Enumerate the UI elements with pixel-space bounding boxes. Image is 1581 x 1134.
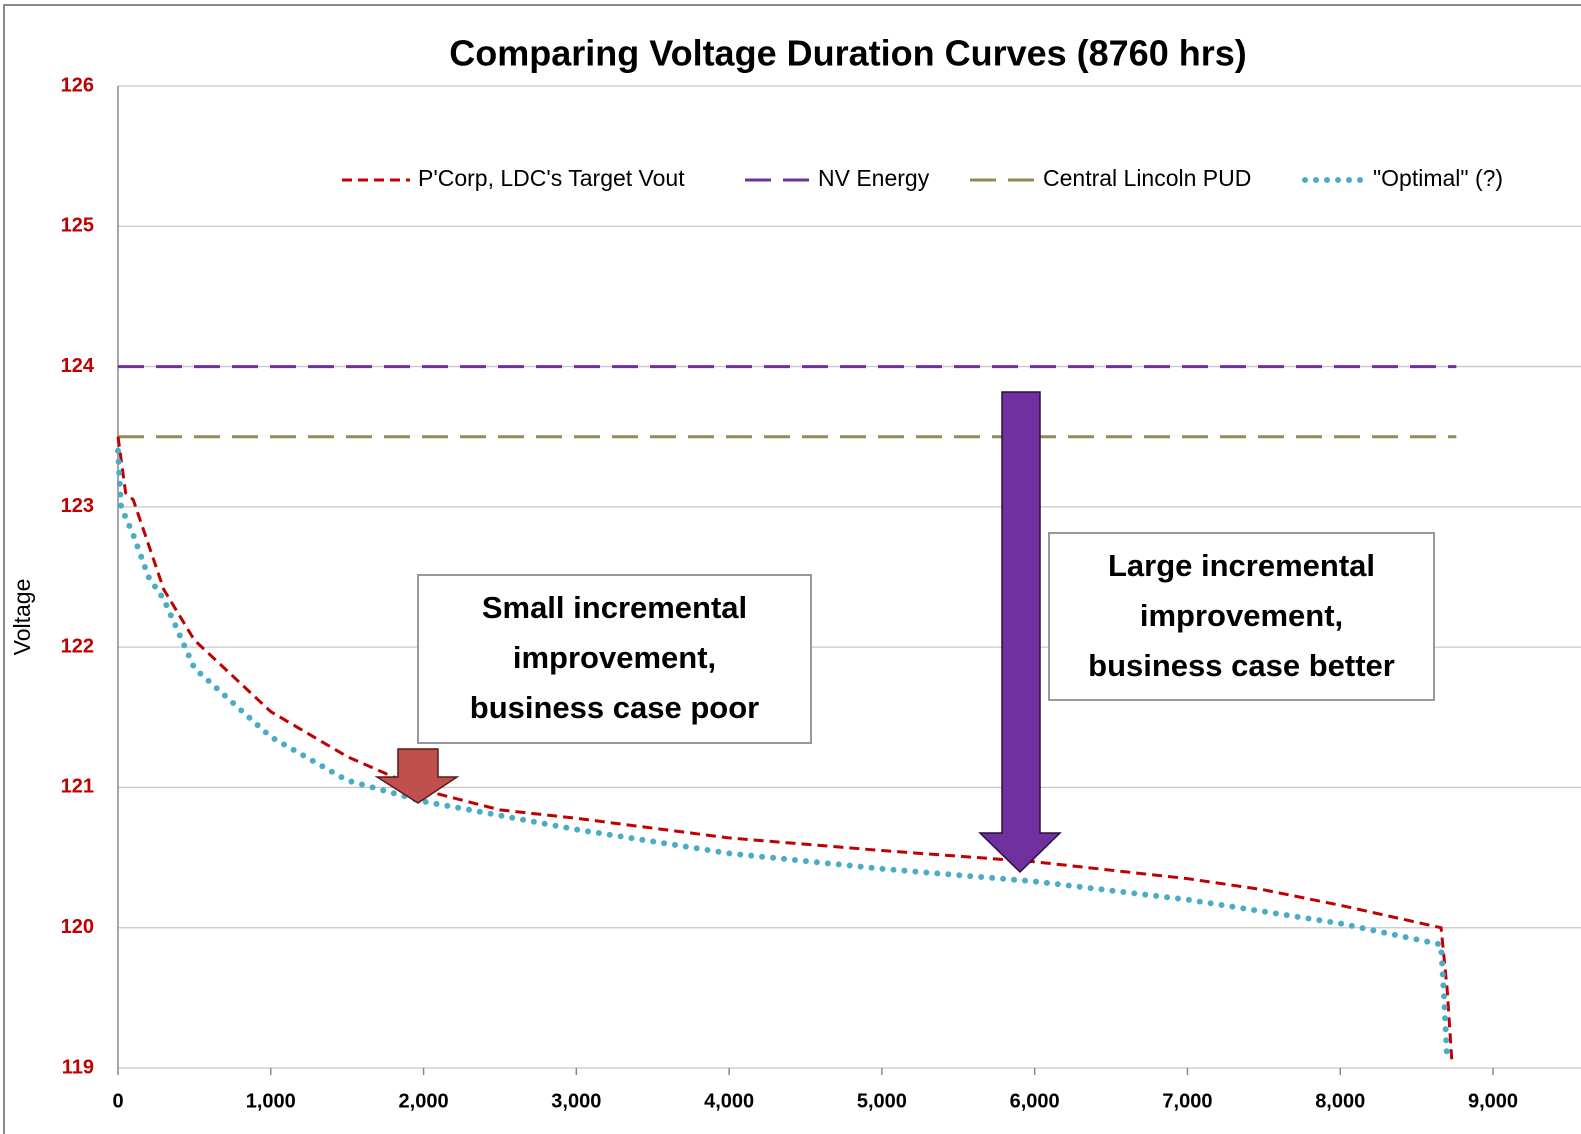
y-tick-label: 121 <box>61 776 94 798</box>
x-tick-label: 9,000 <box>1468 1090 1518 1112</box>
y-tick-label: 123 <box>61 495 94 517</box>
annotations: Small incremental improvement, business ca… <box>417 532 1435 744</box>
x-tick-label: 6,000 <box>1010 1090 1060 1112</box>
annotation-text: Large incremental <box>1108 548 1375 583</box>
large-arrow <box>978 391 1062 874</box>
y-tick-label: 120 <box>61 916 94 938</box>
annotation-text: business case better <box>1088 648 1395 683</box>
y-tick-label: 119 <box>62 1056 94 1078</box>
x-tick-label: 5,000 <box>857 1090 907 1112</box>
legend-label: "Optimal" (?) <box>1373 165 1503 191</box>
x-tick-label: 2,000 <box>399 1090 449 1112</box>
x-tick-label: 3,000 <box>551 1090 601 1112</box>
legend: P'Corp, LDC's Target Vout NV Energy Centra… <box>342 165 1503 191</box>
x-tick-label: 4,000 <box>704 1090 754 1112</box>
plot <box>115 365 1457 1064</box>
y-axis-label: Voltage <box>9 579 35 656</box>
annotation-box <box>417 574 812 744</box>
y-tick-label: 125 <box>61 215 94 237</box>
annotation-text: business case poor <box>470 690 759 725</box>
y-tick-label: 124 <box>61 355 95 377</box>
small-arrow <box>374 748 460 804</box>
x-tick-label: 7,000 <box>1162 1090 1212 1112</box>
chart-title: Comparing Voltage Duration Curves (8760 … <box>449 33 1247 74</box>
annotation-text: Small incremental <box>482 590 747 625</box>
legend-label: P'Corp, LDC's Target Vout <box>418 165 685 191</box>
legend-label: NV Energy <box>818 165 930 191</box>
annotation-box <box>1048 532 1435 701</box>
y-tick-label: 122 <box>61 635 94 657</box>
series-line <box>116 436 1454 1060</box>
chart-border <box>3 4 1581 1134</box>
x-tick-label: 0 <box>112 1090 123 1112</box>
annotation-text: improvement, <box>1140 598 1343 633</box>
annotation-text: improvement, <box>513 640 716 675</box>
x-tick-label: 1,000 <box>246 1090 296 1112</box>
series-line <box>115 447 1451 1064</box>
y-tick-label: 126 <box>61 74 94 96</box>
legend-label: Central Lincoln PUD <box>1043 165 1251 191</box>
x-tick-label: 8,000 <box>1315 1090 1365 1112</box>
